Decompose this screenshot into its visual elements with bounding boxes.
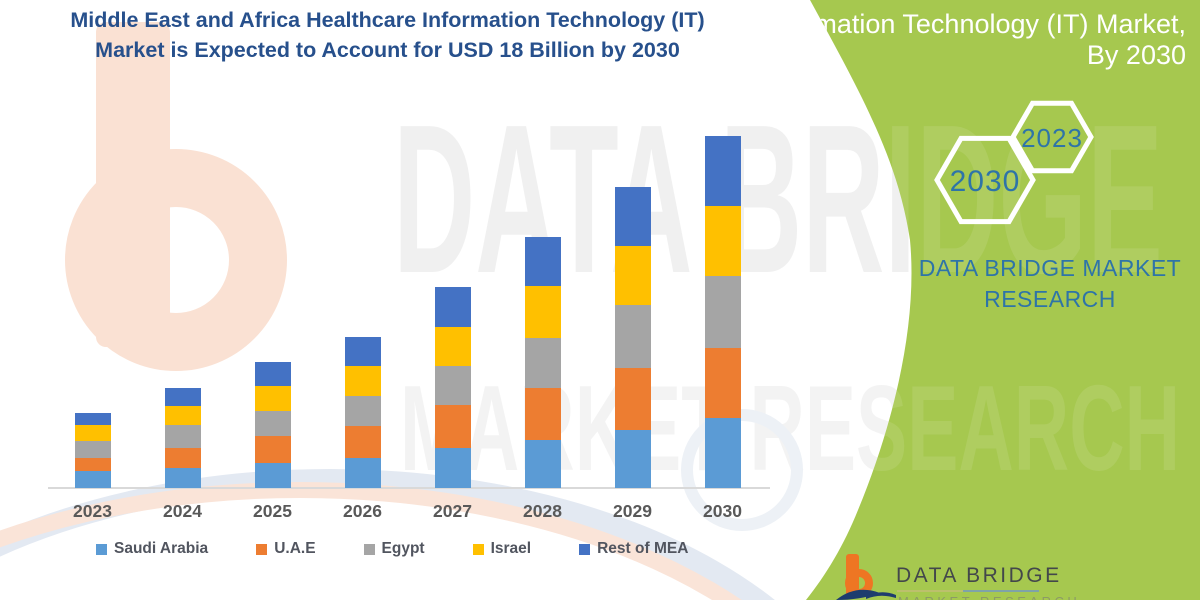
bar-segment: [164, 468, 201, 488]
x-axis-label: 2029: [613, 501, 652, 521]
logo-watermark-icon: [65, 22, 287, 371]
legend-item: Egypt: [363, 540, 425, 558]
bar-segment: [434, 447, 471, 488]
bar-2023: [74, 413, 111, 488]
footer-logo-underline: [897, 590, 1039, 592]
bar-segment: [704, 418, 741, 488]
brand-text-line2: RESEARCH: [984, 286, 1116, 312]
legend-swatch: [363, 543, 375, 555]
x-axis-label: 2025: [253, 501, 292, 521]
bar-segment: [524, 286, 561, 339]
bar-segment: [344, 366, 381, 397]
hexagon-2030: [934, 135, 1036, 225]
legend-item: Saudi Arabia: [96, 540, 208, 558]
bar-segment: [74, 471, 111, 488]
x-axis-label: 2024: [163, 501, 202, 521]
bar-2030: [704, 136, 741, 488]
bar-segment: [434, 405, 471, 448]
bar-segment: [704, 348, 741, 418]
bar-segment: [434, 366, 471, 406]
bar-segment: [704, 206, 741, 277]
legend-swatch: [96, 543, 107, 555]
legend-item: U.A.E: [256, 540, 316, 558]
bar-segment: [614, 246, 651, 305]
bar-2026: [344, 337, 381, 488]
bar-segment: [434, 327, 471, 367]
legend-item: Israel: [472, 540, 532, 558]
bar-2028: [524, 237, 561, 488]
bar-segment: [434, 287, 471, 328]
page-title-line1: Middle East and Africa Healthcare Inform…: [70, 8, 705, 32]
bar-segment: [74, 458, 111, 472]
bar-segment: [254, 411, 291, 437]
bar-segment: [164, 424, 201, 449]
bar-2029: [614, 187, 651, 488]
bar-segment: [704, 276, 741, 348]
bar-segment: [614, 429, 651, 488]
bar-segment: [344, 337, 381, 366]
bar-segment: [524, 388, 561, 440]
bar-segment: [344, 396, 381, 427]
bar-segment: [164, 448, 201, 469]
bar-segment: [614, 367, 651, 430]
x-axis-label: 2026: [343, 501, 382, 521]
legend-swatch: [256, 543, 268, 555]
page-title: Middle East and Africa Healthcare Inform…: [25, 5, 750, 65]
legend-label: Rest of MEA: [597, 540, 689, 557]
legend-label: U.A.E: [274, 540, 316, 557]
legend-label: Saudi Arabia: [114, 540, 209, 557]
legend-label: Israel: [490, 540, 532, 557]
x-axis-label: 2023: [73, 501, 112, 521]
bar-segment: [524, 439, 561, 488]
hexagon-2030-label: 2030: [950, 165, 1021, 198]
x-axis-label: 2028: [523, 501, 562, 521]
bar-segment: [524, 338, 561, 389]
bar-segment: [164, 406, 201, 425]
x-axis-label: 2027: [433, 501, 472, 521]
bar-segment: [704, 136, 741, 207]
footer-logo: DATA BRIDGE MARKET RESEARCH: [836, 550, 1166, 600]
legend: Saudi Arabia U.A.E Egypt Israel Rest of MEA: [96, 540, 688, 558]
bar-2024: [164, 387, 201, 488]
swoosh-arcs: [0, 409, 803, 600]
bar-segment: [254, 361, 291, 387]
legend-swatch: [472, 543, 484, 555]
bar-segment: [254, 386, 291, 412]
bar-segment: [164, 387, 201, 407]
bar-segment: [614, 187, 651, 247]
x-axis-line: [48, 487, 770, 489]
brand-text-line1: DATA BRIDGE MARKET: [918, 255, 1182, 281]
hexagon-2023: [1010, 100, 1094, 174]
panel-heading-line1: Information Technology (IT) Market,: [760, 9, 1186, 39]
bar-segment: [524, 237, 561, 287]
legend-label: Egypt: [381, 540, 425, 557]
legend-item: Rest of MEA: [579, 540, 688, 558]
x-axis-label: 2030: [703, 501, 742, 521]
bar-segment: [74, 424, 111, 442]
hexagon-2023-label: 2023: [1021, 123, 1083, 153]
green-panel: [806, 0, 1200, 600]
bar-segment: [344, 457, 381, 488]
bar-segment: [254, 462, 291, 488]
page-title-line2: Market is Expected to Account for USD 18…: [95, 38, 680, 62]
panel-heading-line2: By 2030: [1087, 40, 1186, 70]
footer-logo-subtext: MARKET RESEARCH: [898, 594, 1080, 600]
bar-segment: [74, 413, 111, 425]
bar-segment: [74, 441, 111, 459]
bar-2027: [434, 287, 471, 488]
logo-b-icon: [836, 554, 896, 600]
brand-text: DATA BRIDGE MARKET RESEARCH: [890, 253, 1200, 315]
bar-segment: [344, 426, 381, 458]
bar-segment: [254, 436, 291, 463]
legend-swatch: [579, 543, 591, 555]
footer-logo-text: DATA BRIDGE: [896, 564, 1062, 587]
bar-2025: [254, 361, 291, 488]
bar-segment: [614, 304, 651, 368]
